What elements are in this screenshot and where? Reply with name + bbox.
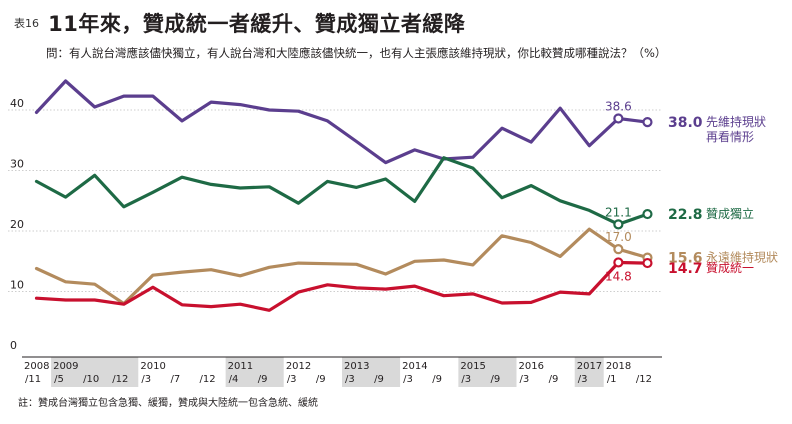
x-tick-year: 2008 (24, 361, 49, 372)
x-tick-month: /9 (374, 374, 384, 385)
data-label: 17.0 (605, 230, 632, 244)
x-year-band (22, 357, 52, 387)
x-tick-month: /9 (258, 374, 268, 385)
data-point-marker (642, 257, 653, 269)
x-tick-month: /12 (636, 374, 652, 385)
series-name-label: 永遠維持現狀 (706, 250, 778, 265)
end-value-label: 22.8 (668, 207, 703, 223)
x-tick-month: /3 (403, 374, 413, 385)
series-line (34, 156, 650, 226)
x-tick-month: /3 (461, 374, 471, 385)
x-tick-month: /3 (345, 374, 355, 385)
x-tick-month: /10 (83, 374, 99, 385)
x-tick-month: /3 (287, 374, 297, 385)
series-name-label: 再看情形 (706, 130, 754, 144)
x-year-band (138, 357, 226, 387)
x-tick-year: 2018 (606, 361, 631, 372)
data-point-marker (613, 219, 624, 230)
series-name-label: 贊成統一 (706, 261, 754, 275)
data-label: 14.8 (605, 269, 632, 283)
x-year-band (225, 357, 284, 387)
table-tag: 表16 (14, 17, 39, 30)
y-tick-label: 40 (10, 97, 24, 110)
x-tick-year: 2009 (53, 361, 78, 372)
y-tick-label: 30 (10, 158, 24, 171)
x-tick-month: /9 (432, 374, 442, 385)
y-tick-label: 20 (10, 218, 24, 231)
series-name-label: 先維持現狀 (706, 114, 766, 129)
x-tick-month: /3 (520, 374, 530, 385)
data-point-marker (613, 257, 624, 268)
x-tick-month: /12 (200, 374, 216, 385)
end-value-label: 38.0 (668, 115, 703, 131)
data-point-marker (642, 208, 653, 220)
chart-title: 11年來，贊成統一者緩升、贊成獨立者緩降 (48, 12, 466, 36)
data-point-marker (642, 116, 653, 128)
x-tick-month: /7 (170, 374, 180, 385)
x-year-band (51, 357, 139, 387)
series-name-label: 贊成獨立 (706, 206, 754, 221)
x-tick-month: /3 (141, 374, 151, 385)
x-year-band (342, 357, 401, 387)
header: 表16 11年來，贊成統一者緩升、贊成獨立者緩降 (14, 8, 465, 38)
x-tick-month: /1 (607, 374, 617, 385)
x-tick-month: /4 (229, 374, 239, 385)
x-tick-year: 2011 (228, 361, 253, 372)
x-tick-year: 2010 (140, 361, 165, 372)
x-tick-year: 2016 (519, 361, 544, 372)
data-label: 38.6 (605, 99, 632, 113)
y-tick-label: 0 (10, 339, 17, 352)
survey-question: 問：有人說台灣應該儘快獨立，有人說台灣和大陸應該儘快統一，也有人主張應該維持現狀… (46, 46, 667, 60)
end-value-label: 15.6 (668, 251, 703, 267)
series-line (34, 260, 650, 312)
footnote: 註：贊成台灣獨立包含急獨、緩獨，贊成與大陸統一包含急統、緩統 (18, 398, 318, 409)
x-year-band (458, 357, 517, 387)
x-tick-month: /5 (54, 374, 64, 385)
x-year-band (574, 357, 604, 387)
x-tick-month: /9 (316, 374, 326, 385)
x-tick-month: /9 (490, 374, 500, 385)
x-tick-year: 2012 (286, 361, 311, 372)
x-tick-year: 2013 (344, 361, 369, 372)
x-year-band (283, 357, 342, 387)
end-value-label: 14.7 (668, 261, 703, 277)
x-year-band (516, 357, 575, 387)
y-tick-label: 10 (10, 279, 24, 292)
data-point-marker (613, 113, 624, 124)
x-tick-month: /9 (549, 374, 559, 385)
series-line (34, 227, 650, 306)
data-point-marker (613, 244, 624, 255)
x-year-band (400, 357, 459, 387)
x-tick-year: 2014 (402, 361, 427, 372)
x-tick-year: 2015 (460, 361, 485, 372)
x-tick-year: 2017 (577, 361, 602, 372)
x-tick-month: /12 (112, 374, 128, 385)
x-tick-month: /11 (25, 374, 41, 385)
x-tick-month: /3 (578, 374, 588, 385)
series-line (34, 79, 650, 165)
data-label: 21.1 (605, 205, 632, 219)
x-year-band (603, 357, 662, 387)
